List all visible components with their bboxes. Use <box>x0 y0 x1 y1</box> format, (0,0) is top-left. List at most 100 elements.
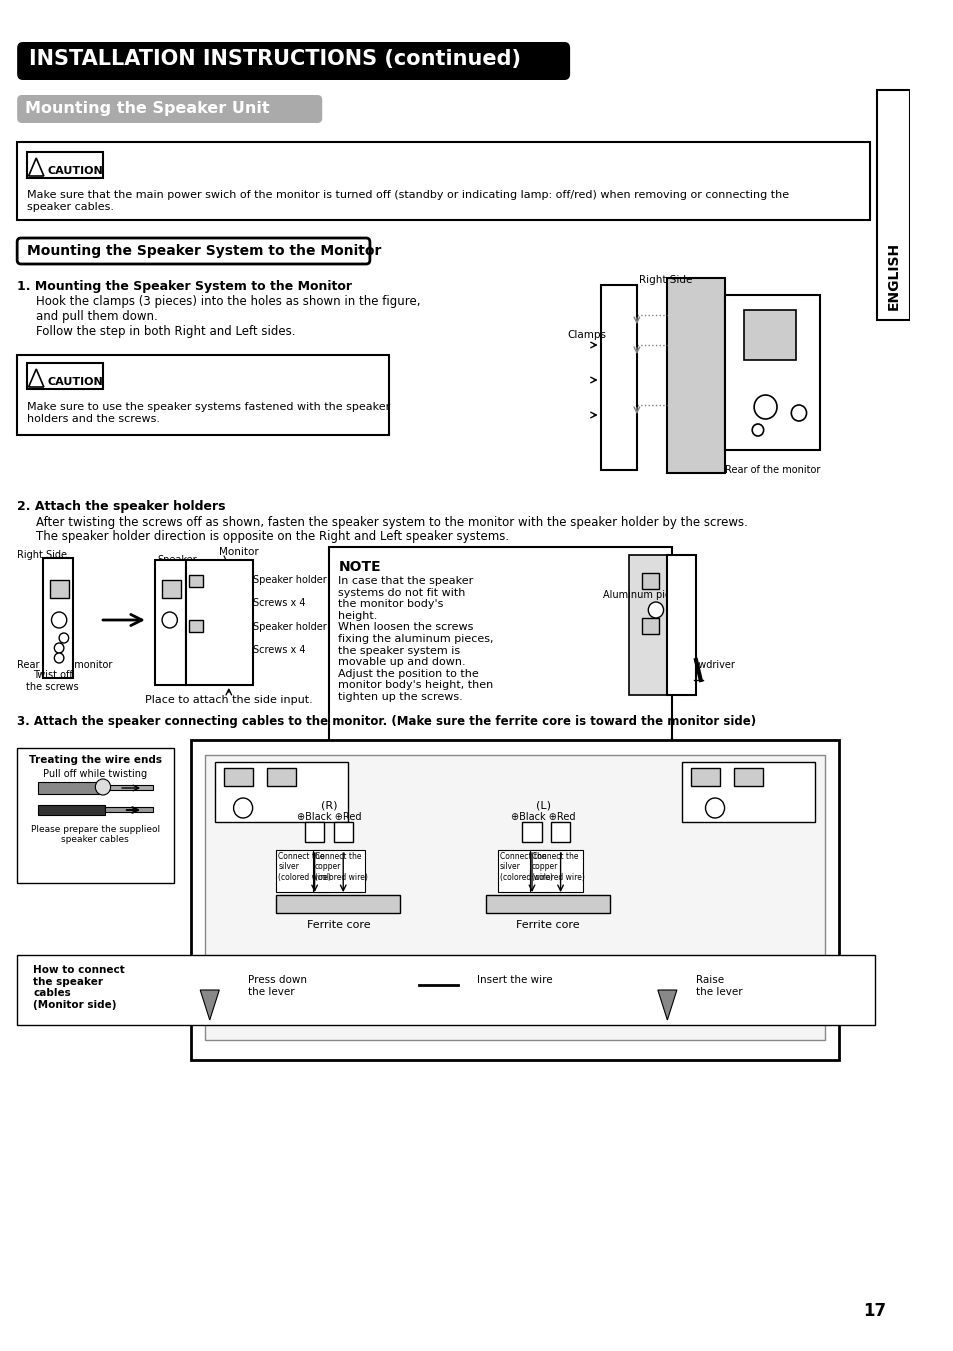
Bar <box>38 782 105 794</box>
Text: CAUTION: CAUTION <box>48 377 103 386</box>
Text: Raise
the lever: Raise the lever <box>696 975 741 997</box>
FancyBboxPatch shape <box>17 95 322 123</box>
FancyArrow shape <box>658 990 677 1020</box>
Text: Connect the
silver
(colored wire): Connect the silver (colored wire) <box>499 852 552 882</box>
Bar <box>17 748 174 884</box>
Text: (R): (R) <box>320 800 336 811</box>
Bar <box>224 767 253 786</box>
Text: 1. Mounting the Speaker System to the Monitor: 1. Mounting the Speaker System to the Mo… <box>17 280 352 293</box>
Text: 2. Attach the speaker holders: 2. Attach the speaker holders <box>17 500 226 513</box>
Bar <box>334 821 353 842</box>
Text: Right Side: Right Side <box>17 550 67 561</box>
Text: After twisting the screws off as shown, fasten the speaker system to the monitor: After twisting the screws off as shown, … <box>36 516 747 530</box>
Bar <box>742 309 795 359</box>
Text: Rear of the monitor: Rear of the monitor <box>724 465 819 476</box>
Text: In case that the speaker
systems do not fit with
the monitor body's
height.
When: In case that the speaker systems do not … <box>338 576 494 703</box>
Text: Connect the
copper
(colored wire): Connect the copper (colored wire) <box>532 852 584 882</box>
Bar <box>267 767 295 786</box>
Circle shape <box>233 798 253 817</box>
Bar <box>313 850 365 892</box>
Circle shape <box>705 798 724 817</box>
Circle shape <box>162 612 177 628</box>
Bar <box>667 278 724 473</box>
Text: How to connect
the speaker
cables
(Monitor side): How to connect the speaker cables (Monit… <box>33 965 125 1009</box>
Text: Speaker holder: Speaker holder <box>253 621 326 632</box>
Text: Insert the wire: Insert the wire <box>476 975 552 985</box>
Bar <box>681 762 814 821</box>
Circle shape <box>54 643 64 653</box>
Text: ⊕Black ⊕Red: ⊕Black ⊕Red <box>511 812 575 821</box>
Circle shape <box>751 424 762 436</box>
Bar <box>530 850 582 892</box>
Text: Mounting the Speaker System to the Monitor: Mounting the Speaker System to the Monit… <box>27 245 380 258</box>
Text: ENGLISH: ENGLISH <box>885 242 900 309</box>
Text: Please prepare the supplieol
speaker cables: Please prepare the supplieol speaker cab… <box>30 825 160 844</box>
Bar <box>105 785 152 790</box>
Bar <box>105 807 152 812</box>
Text: Pull off while twisting: Pull off while twisting <box>43 769 148 780</box>
Bar <box>641 617 659 634</box>
Text: ⊕Black ⊕Red: ⊕Black ⊕Red <box>296 812 361 821</box>
Bar <box>27 153 103 178</box>
Bar <box>551 821 570 842</box>
Bar <box>629 555 667 694</box>
Bar <box>276 850 329 892</box>
Text: Make sure to use the speaker systems fastened with the speaker
holders and the s: Make sure to use the speaker systems fas… <box>27 403 390 424</box>
FancyBboxPatch shape <box>17 238 370 263</box>
Bar <box>43 558 73 678</box>
Bar <box>276 894 400 913</box>
Bar <box>600 285 637 470</box>
Text: The speaker holder direction is opposite on the Right and Left speaker systems.: The speaker holder direction is opposite… <box>36 530 509 543</box>
Bar <box>733 767 761 786</box>
Bar <box>191 740 838 1061</box>
Bar <box>186 561 253 685</box>
Bar <box>189 620 203 632</box>
Text: NOTE: NOTE <box>338 561 380 574</box>
Circle shape <box>95 780 111 794</box>
Text: Clamps: Clamps <box>567 330 605 340</box>
Text: CAUTION: CAUTION <box>48 166 103 176</box>
Circle shape <box>59 634 69 643</box>
Bar <box>17 355 389 435</box>
Bar <box>38 805 105 815</box>
Bar <box>162 580 181 598</box>
Circle shape <box>753 394 776 419</box>
Polygon shape <box>29 158 44 176</box>
Text: Speaker holder: Speaker holder <box>253 576 326 585</box>
Text: Monitor: Monitor <box>219 547 259 557</box>
Bar <box>486 894 610 913</box>
Circle shape <box>790 405 805 422</box>
Text: Screwdriver: Screwdriver <box>677 661 734 670</box>
Circle shape <box>54 653 64 663</box>
Text: Screws x 4: Screws x 4 <box>253 644 305 655</box>
Text: INSTALLATION INSTRUCTIONS (continued): INSTALLATION INSTRUCTIONS (continued) <box>29 49 520 69</box>
Text: Screws x 4: Screws x 4 <box>253 598 305 608</box>
Text: Rear of the monitor: Rear of the monitor <box>17 661 112 670</box>
FancyBboxPatch shape <box>17 42 570 80</box>
Circle shape <box>51 612 67 628</box>
Text: Aluminum pieces: Aluminum pieces <box>603 590 687 600</box>
Text: Twist off
the screws: Twist off the screws <box>26 670 79 692</box>
Text: Ferrite core: Ferrite core <box>306 920 370 929</box>
Bar <box>50 580 69 598</box>
Text: Speaker
System: Speaker System <box>157 555 196 577</box>
Text: Press down
the lever: Press down the lever <box>248 975 307 997</box>
Text: Place to attach the side input.: Place to attach the side input. <box>145 694 313 705</box>
Text: Treating the wire ends: Treating the wire ends <box>29 755 162 765</box>
Bar <box>17 142 869 220</box>
Bar <box>214 762 348 821</box>
Circle shape <box>648 603 663 617</box>
Bar <box>189 576 203 586</box>
Bar <box>205 755 823 1040</box>
Bar <box>17 955 874 1025</box>
Bar <box>876 91 908 320</box>
Text: Connect the
silver
(colored wire): Connect the silver (colored wire) <box>278 852 331 882</box>
Text: 3. Attach the speaker connecting cables to the monitor. (Make sure the ferrite c: 3. Attach the speaker connecting cables … <box>17 715 756 728</box>
Text: (L): (L) <box>536 800 550 811</box>
Text: 17: 17 <box>862 1302 885 1320</box>
Bar <box>497 850 550 892</box>
Bar <box>724 295 819 450</box>
Text: Right Side: Right Side <box>639 276 692 285</box>
FancyArrow shape <box>200 990 219 1020</box>
Bar <box>641 573 659 589</box>
